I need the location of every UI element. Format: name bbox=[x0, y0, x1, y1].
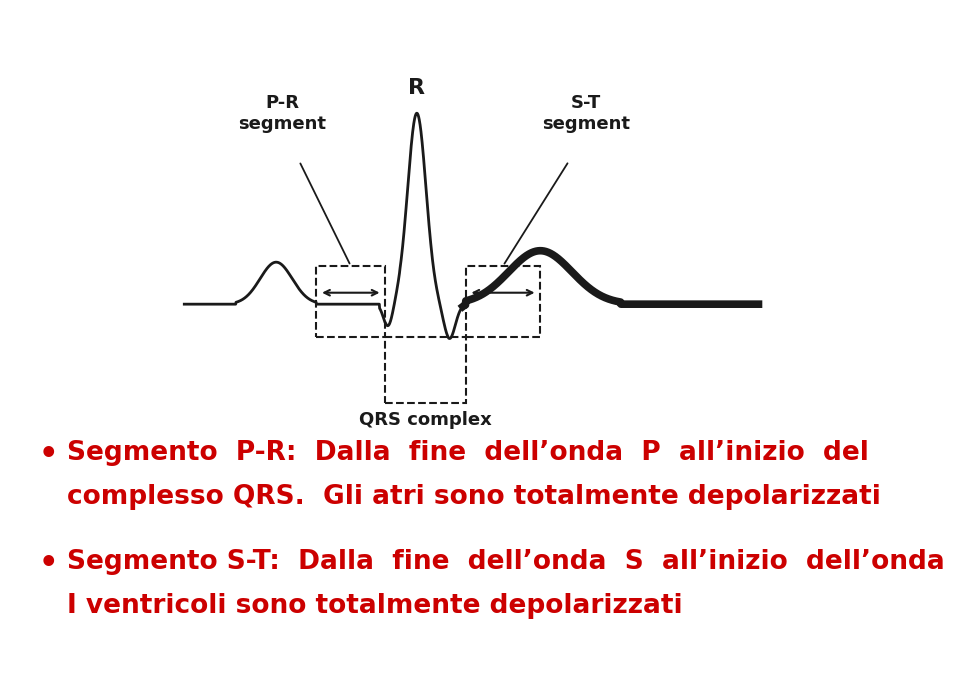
Text: S-T
segment: S-T segment bbox=[542, 94, 630, 133]
Text: •: • bbox=[38, 549, 58, 578]
Bar bbox=[466, 266, 540, 337]
Text: Segmento  P-R:  Dalla  fine  dell’onda  P  all’inizio  del: Segmento P-R: Dalla fine dell’onda P all… bbox=[67, 440, 869, 466]
Text: complesso QRS.  Gli atri sono totalmente depolarizzati: complesso QRS. Gli atri sono totalmente … bbox=[67, 484, 881, 510]
Text: Segmento S-T:  Dalla  fine  dell’onda  S  all’inizio  dell’onda  T.: Segmento S-T: Dalla fine dell’onda S all… bbox=[67, 549, 960, 575]
Text: QRS complex: QRS complex bbox=[359, 411, 492, 429]
Text: •: • bbox=[38, 440, 58, 469]
Text: I ventricoli sono totalmente depolarizzati: I ventricoli sono totalmente depolarizza… bbox=[67, 593, 683, 619]
Bar bbox=[385, 337, 466, 404]
Bar bbox=[317, 266, 385, 337]
Text: R: R bbox=[408, 78, 425, 98]
Text: P-R
segment: P-R segment bbox=[238, 94, 325, 133]
